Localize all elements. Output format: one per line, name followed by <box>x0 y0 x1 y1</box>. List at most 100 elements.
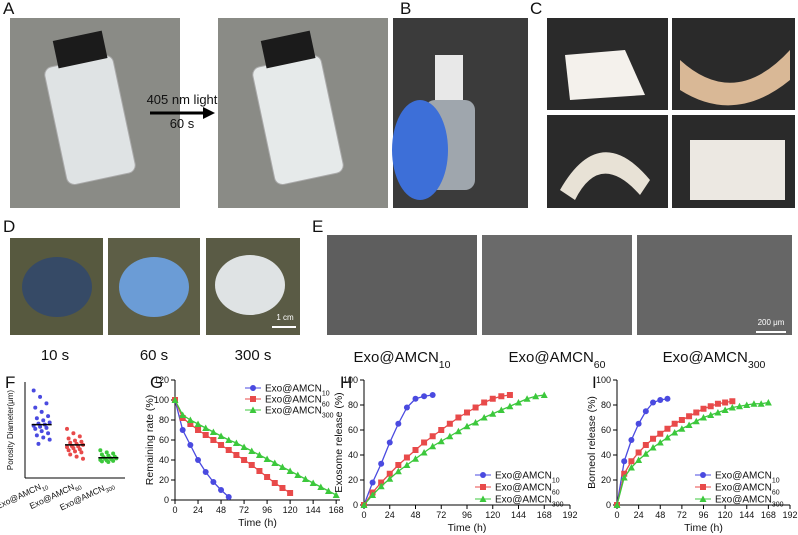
marker <box>294 471 302 478</box>
marker <box>186 416 194 423</box>
point <box>111 451 116 456</box>
point <box>73 449 77 454</box>
point <box>99 459 104 464</box>
marker <box>635 449 642 456</box>
marker <box>707 411 715 418</box>
marker <box>685 421 693 428</box>
point <box>98 448 103 453</box>
marker <box>656 439 664 446</box>
marker <box>194 420 202 427</box>
series-line <box>616 398 668 506</box>
marker <box>489 410 497 417</box>
marker <box>421 393 428 400</box>
marker <box>378 460 385 467</box>
marker <box>202 432 209 438</box>
y-tick-label: 60 <box>159 435 169 445</box>
marker <box>657 430 664 437</box>
marker <box>429 433 436 440</box>
marker <box>429 392 436 398</box>
marker <box>729 398 736 405</box>
sem-image <box>482 235 632 335</box>
arrow-text: 405 nm light <box>147 92 218 107</box>
marker <box>455 414 462 421</box>
marker <box>217 432 225 439</box>
legend-label: Exo@AMCN10 <box>265 384 330 398</box>
marker <box>218 442 225 448</box>
marker <box>479 495 487 502</box>
marker <box>377 482 385 490</box>
y-tick-label: 100 <box>596 375 611 385</box>
legend-label: Exo@AMCN300 <box>265 406 334 420</box>
point <box>31 388 36 393</box>
marker <box>240 443 248 450</box>
marker <box>750 400 758 407</box>
point <box>74 454 79 459</box>
marker <box>692 417 700 425</box>
x-tick-label: 120 <box>485 510 500 520</box>
marker <box>437 437 445 445</box>
point <box>47 420 52 425</box>
marker <box>420 449 428 456</box>
y-tick-label: 120 <box>154 375 169 385</box>
series-line <box>363 394 433 506</box>
marker <box>764 399 772 406</box>
cap <box>52 30 108 69</box>
marker <box>403 404 410 411</box>
y-tick-label: 40 <box>601 450 611 460</box>
marker <box>386 470 393 477</box>
marker <box>187 442 194 448</box>
marker <box>480 414 488 421</box>
point <box>33 405 38 410</box>
marker <box>249 406 257 413</box>
marker <box>241 457 248 463</box>
y-tick-label: 20 <box>601 475 611 485</box>
x-axis-label: Time (h) <box>238 517 277 529</box>
marker <box>412 395 419 402</box>
point <box>65 445 69 450</box>
marker <box>271 459 279 466</box>
glove <box>392 100 448 200</box>
marker <box>332 491 340 498</box>
scale-text: 200 μm <box>758 318 785 327</box>
marker <box>225 436 233 443</box>
legend-label: Exo@AMCN10 <box>495 471 560 485</box>
point <box>39 429 44 434</box>
marker <box>671 420 678 427</box>
panel-label: D <box>3 217 15 236</box>
x-tick-label: 24 <box>634 510 644 520</box>
marker <box>309 479 317 486</box>
legend-label: Exo@AMCN60 <box>495 483 560 497</box>
marker <box>464 409 470 416</box>
marker <box>649 444 657 451</box>
x-tick-label: 144 <box>511 510 526 520</box>
marker <box>480 484 486 490</box>
y-tick-label: 40 <box>159 455 169 465</box>
marker <box>686 413 693 420</box>
legend-label: Exo@AMCN10 <box>715 471 780 485</box>
x-tick-label: 72 <box>677 510 687 520</box>
patch <box>565 50 645 100</box>
marker <box>728 404 736 411</box>
marker <box>635 456 643 463</box>
marker <box>523 395 531 402</box>
time-text: 60 s <box>170 116 195 131</box>
marker <box>250 396 256 402</box>
x-tick-label: 96 <box>262 505 272 515</box>
marker <box>700 414 707 421</box>
x-tick-label: 168 <box>537 510 552 520</box>
marker <box>627 464 635 471</box>
panel-label: A <box>3 0 15 18</box>
marker <box>386 475 394 482</box>
marker <box>736 402 744 410</box>
marker <box>395 420 402 427</box>
marker <box>743 401 751 408</box>
marker <box>620 474 628 481</box>
series-line <box>174 399 337 496</box>
marker <box>446 432 454 440</box>
marker <box>271 480 278 486</box>
point <box>81 456 85 461</box>
marker <box>506 392 513 398</box>
marker <box>171 396 179 403</box>
legend-label: Exo@AMCN300 <box>715 495 784 509</box>
